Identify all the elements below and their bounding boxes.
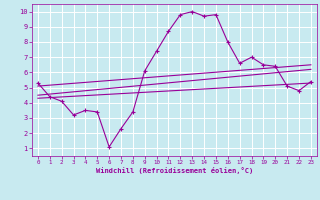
- X-axis label: Windchill (Refroidissement éolien,°C): Windchill (Refroidissement éolien,°C): [96, 167, 253, 174]
